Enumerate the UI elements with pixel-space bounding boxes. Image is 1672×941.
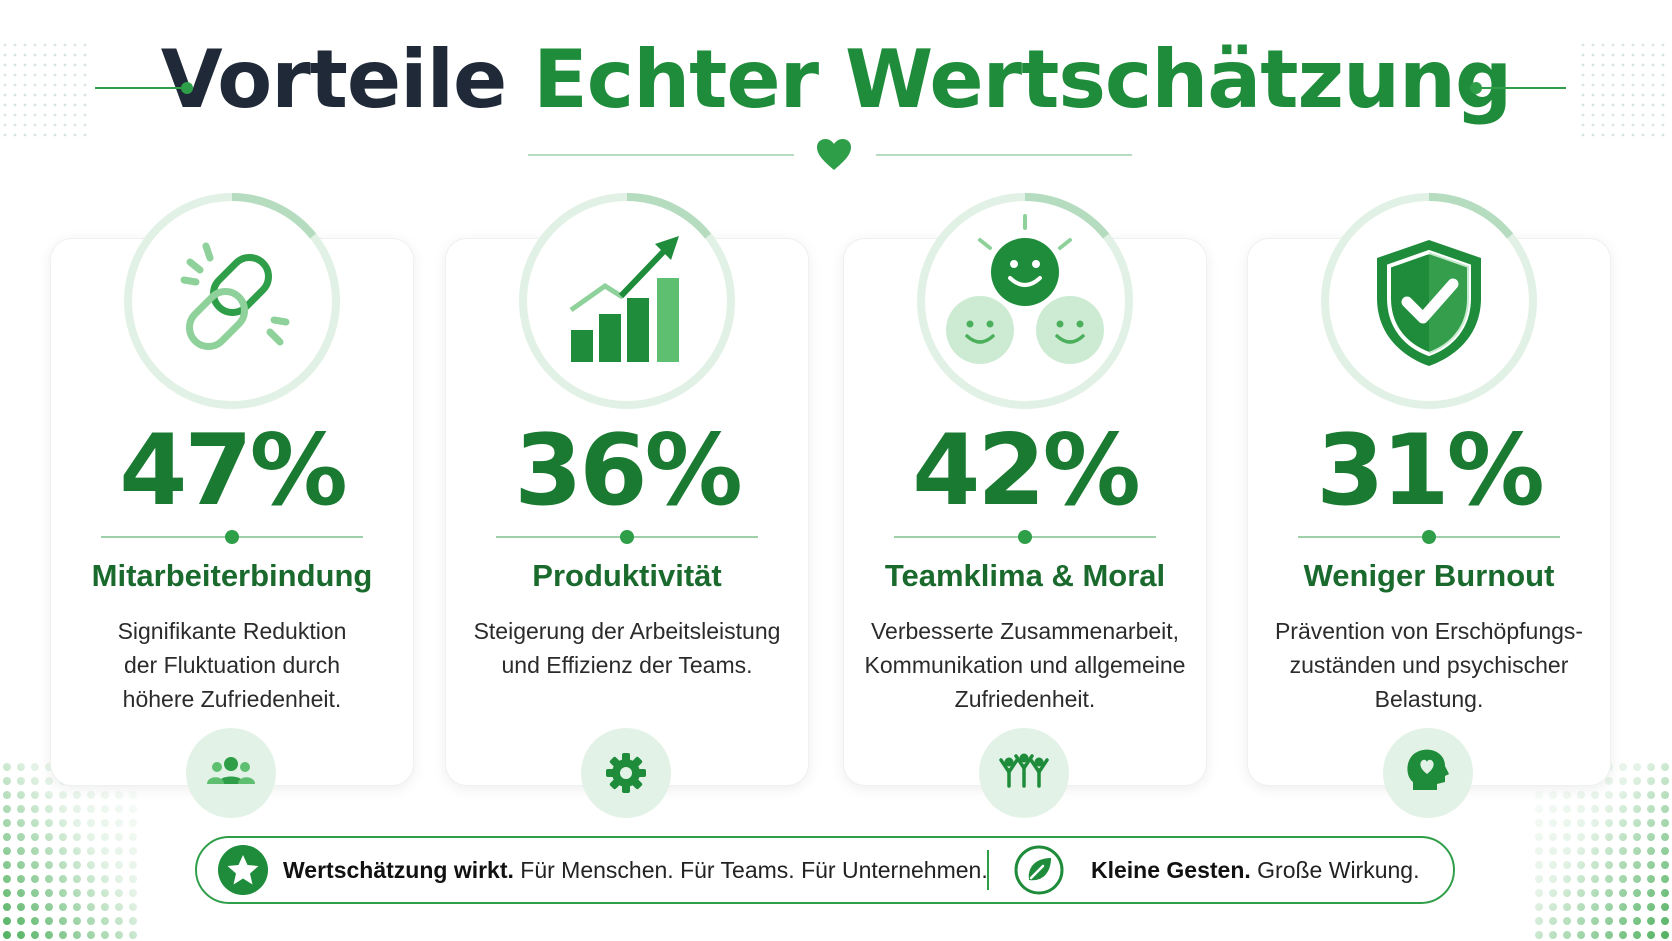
title-line-left [95,87,187,89]
dot-pattern-top-right [1578,40,1668,140]
card-title: Produktivität [532,558,722,593]
stat-value: 31% [1316,414,1545,528]
badge-gear [581,728,671,818]
footer-right-text: Kleine Gesten. Große Wirkung. [1091,838,1420,902]
dot-pattern-bottom-right [1532,760,1672,941]
subtitle-line-right [876,154,1132,156]
stat-divider-dot [225,530,239,544]
dot-pattern-top-left [0,40,90,140]
stat-divider-dot [1018,530,1032,544]
footer-right-regular: Große Wirkung. [1250,857,1420,883]
card-title: Weniger Burnout [1303,558,1555,593]
card-description: Signifikante Reduktion der Fluktuation d… [117,618,347,712]
head-heart-icon [1407,749,1449,790]
title-part-green: Echter Wertschätzung [533,33,1512,126]
dot-pattern-bottom-left [0,760,140,941]
heart-icon [817,139,851,170]
page-title: Vorteile Echter Wertschätzung [0,30,1672,130]
footer-left-text: Wertschätzung wirkt. Für Menschen. Für T… [283,838,988,902]
stat-value: 36% [514,414,743,528]
card-description: Steigerung der Arbeitsleistung und Effiz… [473,618,781,678]
footer-separator [987,850,989,890]
stat-divider-dot [1422,530,1436,544]
chain-link-icon [180,242,290,350]
footer-banner: Wertschätzung wirkt. Für Menschen. Für T… [195,836,1455,904]
title-line-right [1480,87,1566,89]
card-description: Verbesserte Zusammenarbeit, Kommunikatio… [864,618,1186,712]
footer-right-bold: Kleine Gesten. [1091,857,1251,883]
footer-left-bold: Wertschätzung wirkt. [283,857,514,883]
title-dot-right [1470,82,1482,94]
card-title: Mitarbeiterbindung [91,558,373,593]
smiley-faces-icon [946,214,1104,364]
gear-icon [606,753,646,793]
stat-card-productivity: 36% Produktivität Steigerung der Arbeits… [445,238,809,786]
growth-chart-icon [569,236,679,362]
badge-people-group [186,728,276,818]
card-description: Prävention von Erschöpfungs-zuständen un… [1274,618,1584,712]
badge-team-celebrating [979,728,1069,818]
badge-head-heart [1383,728,1473,818]
icon-ring [124,193,340,409]
title-dot-left [181,82,193,94]
stat-value: 47% [119,414,348,528]
team-celebrating-icon [999,753,1049,788]
subtitle-line-left [528,154,794,156]
card-title: Teamklima & Moral [884,558,1166,593]
stat-value: 42% [912,414,1141,528]
shield-check-icon [1377,240,1481,366]
title-part-dark: Vorteile [160,33,508,126]
star-icon [218,845,268,895]
stat-divider-dot [620,530,634,544]
people-group-icon [207,757,255,784]
footer-left-regular: Für Menschen. Für Teams. Für Unternehmen… [513,857,988,883]
leaf-icon [1014,845,1064,895]
